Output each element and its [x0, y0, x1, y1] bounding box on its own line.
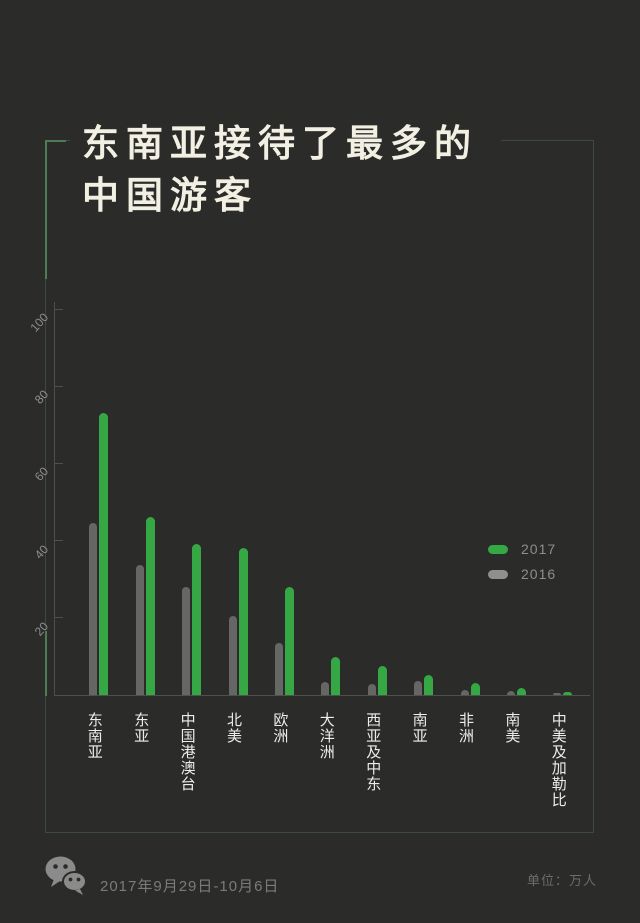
bar-2016	[274, 643, 283, 695]
y-axis-tick	[54, 385, 63, 387]
x-axis-label: 欧洲	[271, 712, 289, 744]
x-axis-label: 北美	[225, 712, 242, 744]
bar-2016	[414, 681, 423, 695]
x-axis-label: 非洲	[457, 712, 474, 744]
bar-2017	[99, 413, 109, 695]
chart-frame-border	[45, 139, 594, 833]
bar-2016	[228, 616, 237, 695]
x-axis-label: 东亚	[132, 712, 150, 744]
y-axis-tick	[54, 540, 63, 542]
bar-2017	[331, 657, 341, 695]
legend-swatch-pill	[488, 569, 508, 579]
legend-label: 2016	[521, 566, 557, 582]
y-axis-tick	[54, 462, 63, 464]
wechat-icon	[45, 856, 87, 895]
legend-row: 2016	[488, 566, 556, 582]
bar-2017	[145, 517, 155, 695]
legend-label: 2017	[521, 541, 557, 557]
y-axis-tick	[54, 617, 63, 619]
footer-date-range: 2017年9月29日-10月6日	[100, 878, 280, 895]
x-axis-label: 南亚	[410, 712, 428, 744]
bar-2017	[377, 666, 387, 695]
legend-swatch-pill	[488, 544, 508, 554]
bar-2016	[553, 693, 562, 695]
x-axis-label: 南美	[503, 712, 521, 744]
bar-2016	[460, 689, 469, 695]
y-axis-line	[54, 302, 55, 695]
bar-2017	[470, 683, 480, 695]
frame-accent-corner	[45, 140, 66, 142]
x-axis-line	[54, 695, 590, 696]
bar-2017	[192, 544, 202, 695]
chart-title: 东南亚接待了最多的 中国游客	[82, 118, 478, 222]
chart-title-line2: 中国游客	[82, 175, 258, 216]
x-axis-label: 西亚及中东	[364, 712, 382, 792]
frame-title-gap	[70, 139, 501, 144]
bar-2016	[182, 587, 191, 695]
bar-2016	[367, 684, 376, 695]
x-axis-label: 中国港澳台	[178, 712, 196, 792]
bar-2016	[506, 691, 515, 695]
x-axis-label: 大洋洲	[317, 712, 335, 760]
frame-accent-top-left	[45, 140, 47, 279]
bar-2017	[424, 674, 434, 695]
x-axis-label: 中美及加勒比	[549, 712, 567, 808]
bar-2016	[135, 564, 144, 695]
footer-unit-label: 单位：万人	[526, 873, 597, 888]
bar-2016	[321, 681, 330, 695]
bar-2016	[89, 523, 98, 695]
bar-2017	[238, 548, 248, 695]
x-axis-label: 东南亚	[85, 712, 103, 760]
chart-legend: 2017 2016	[488, 541, 556, 591]
bar-2017	[284, 586, 294, 695]
y-axis-tick	[54, 308, 63, 310]
bar-2017	[563, 691, 573, 695]
legend-row: 2017	[488, 541, 556, 557]
frame-accent-bottom-left	[45, 631, 47, 696]
bar-2017	[516, 688, 526, 695]
chart-title-line1: 东南亚接待了最多的	[82, 123, 478, 164]
